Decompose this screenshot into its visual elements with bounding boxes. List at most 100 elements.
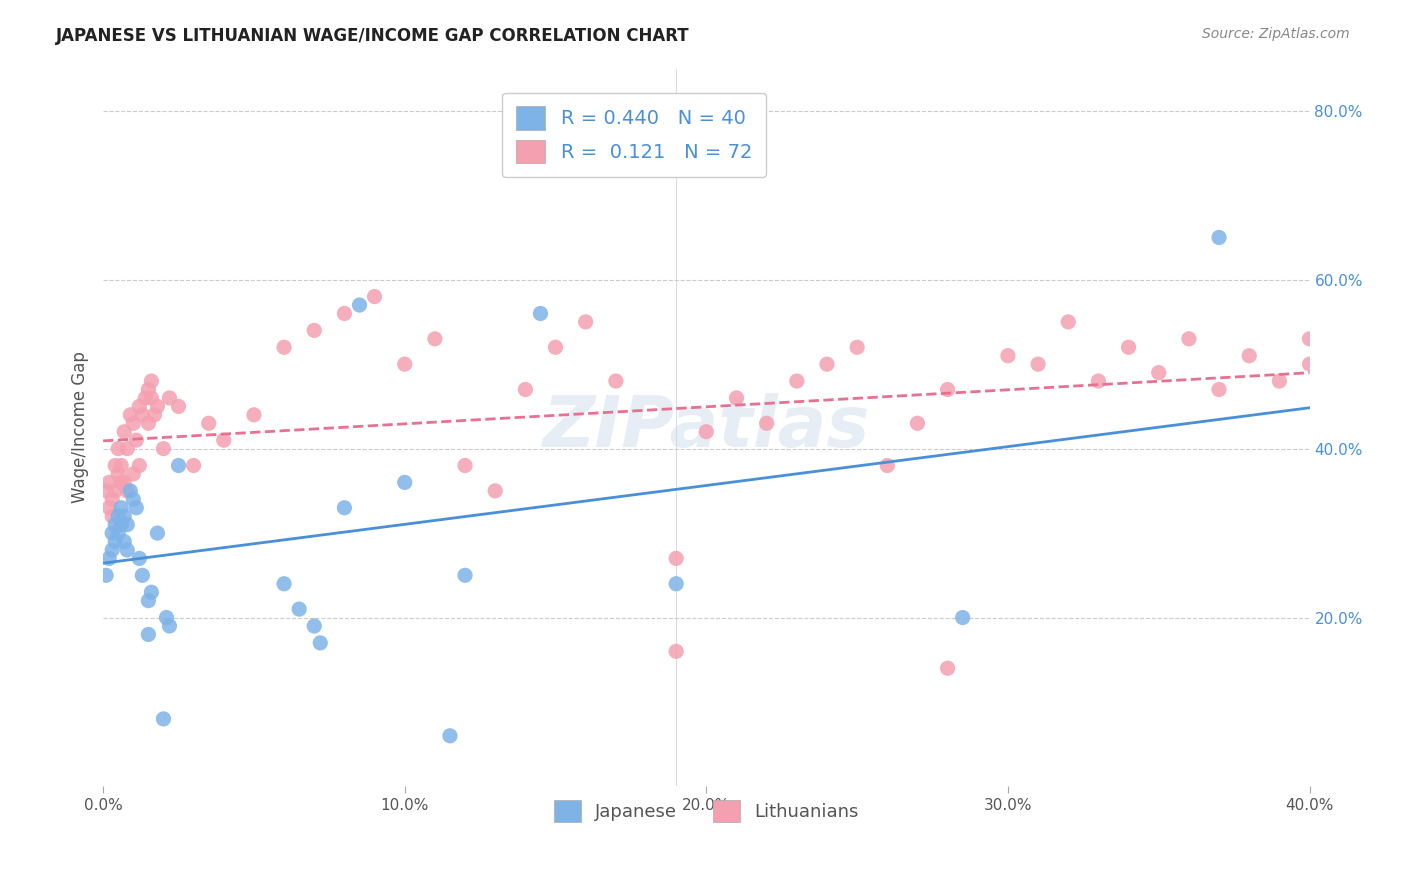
Point	[110, 517, 132, 532]
Point	[1298, 357, 1320, 371]
Point	[146, 526, 169, 541]
Point	[152, 442, 174, 456]
Point	[907, 417, 929, 431]
Point	[104, 483, 127, 498]
Point	[197, 417, 219, 431]
Point	[134, 391, 156, 405]
Point	[146, 400, 169, 414]
Point	[665, 644, 688, 658]
Point	[112, 475, 135, 490]
Point	[304, 619, 326, 633]
Point	[1026, 357, 1049, 371]
Point	[122, 417, 145, 431]
Point	[1057, 315, 1080, 329]
Point	[484, 483, 506, 498]
Text: ZIPatlas: ZIPatlas	[543, 393, 870, 462]
Point	[138, 417, 160, 431]
Point	[333, 500, 356, 515]
Point	[1118, 340, 1140, 354]
Point	[138, 383, 160, 397]
Point	[1208, 383, 1230, 397]
Point	[544, 340, 567, 354]
Point	[110, 458, 132, 473]
Point	[515, 383, 537, 397]
Point	[131, 408, 153, 422]
Point	[138, 593, 160, 607]
Point	[131, 568, 153, 582]
Point	[394, 357, 416, 371]
Point	[309, 636, 332, 650]
Point	[1298, 332, 1320, 346]
Point	[997, 349, 1019, 363]
Point	[1208, 230, 1230, 244]
Point	[101, 543, 124, 558]
Point	[128, 551, 150, 566]
Point	[141, 585, 163, 599]
Point	[110, 475, 132, 490]
Point	[755, 417, 778, 431]
Point	[454, 568, 477, 582]
Point	[288, 602, 311, 616]
Point	[349, 298, 371, 312]
Point	[439, 729, 461, 743]
Point	[120, 408, 142, 422]
Point	[143, 408, 166, 422]
Point	[1237, 349, 1260, 363]
Point	[159, 391, 181, 405]
Point	[98, 551, 121, 566]
Point	[936, 661, 959, 675]
Point	[112, 509, 135, 524]
Point	[1178, 332, 1201, 346]
Point	[363, 289, 385, 303]
Point	[112, 534, 135, 549]
Point	[117, 543, 139, 558]
Point	[98, 500, 121, 515]
Point	[695, 425, 717, 439]
Point	[125, 433, 148, 447]
Point	[212, 433, 235, 447]
Point	[605, 374, 627, 388]
Point	[333, 306, 356, 320]
Point	[665, 576, 688, 591]
Point	[117, 483, 139, 498]
Point	[167, 400, 190, 414]
Point	[394, 475, 416, 490]
Point	[117, 517, 139, 532]
Point	[273, 576, 295, 591]
Point	[1268, 374, 1291, 388]
Point	[98, 475, 121, 490]
Point	[107, 526, 129, 541]
Point	[138, 627, 160, 641]
Legend: Japanese, Lithuanians: Japanese, Lithuanians	[541, 788, 872, 835]
Point	[529, 306, 551, 320]
Point	[846, 340, 869, 354]
Point	[952, 610, 974, 624]
Point	[725, 391, 748, 405]
Point	[575, 315, 598, 329]
Point	[152, 712, 174, 726]
Point	[107, 509, 129, 524]
Point	[122, 492, 145, 507]
Text: JAPANESE VS LITHUANIAN WAGE/INCOME GAP CORRELATION CHART: JAPANESE VS LITHUANIAN WAGE/INCOME GAP C…	[56, 27, 690, 45]
Point	[273, 340, 295, 354]
Point	[128, 400, 150, 414]
Point	[1087, 374, 1109, 388]
Point	[159, 619, 181, 633]
Point	[423, 332, 446, 346]
Point	[304, 323, 326, 337]
Point	[128, 458, 150, 473]
Point	[120, 483, 142, 498]
Point	[665, 551, 688, 566]
Point	[104, 458, 127, 473]
Point	[101, 526, 124, 541]
Point	[110, 500, 132, 515]
Point	[101, 492, 124, 507]
Point	[183, 458, 205, 473]
Point	[876, 458, 898, 473]
Point	[243, 408, 266, 422]
Point	[167, 458, 190, 473]
Point	[141, 391, 163, 405]
Point	[107, 467, 129, 481]
Point	[94, 568, 117, 582]
Text: Source: ZipAtlas.com: Source: ZipAtlas.com	[1202, 27, 1350, 41]
